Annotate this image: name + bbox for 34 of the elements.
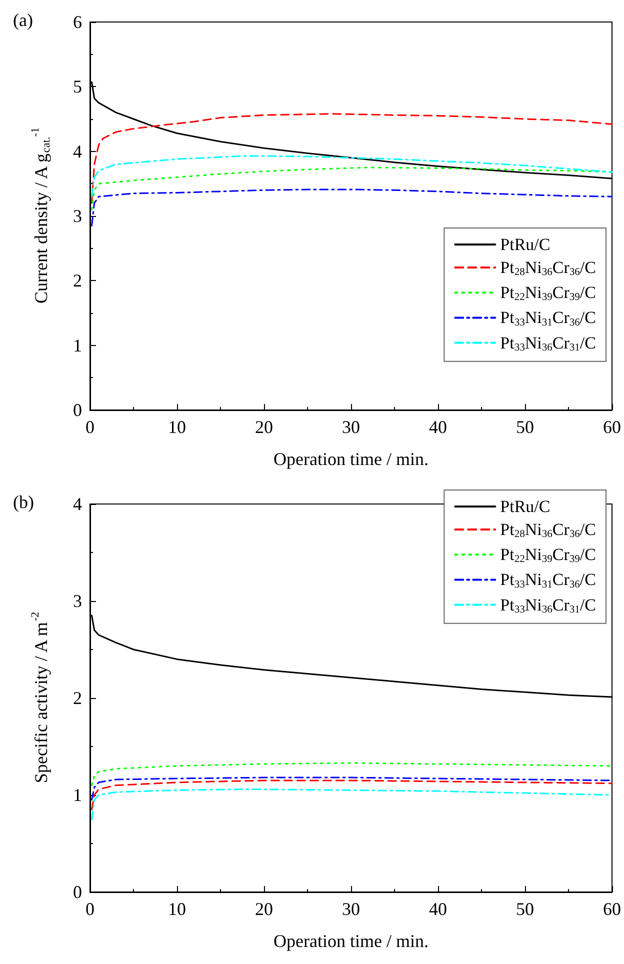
- x-tick-label: 60: [603, 899, 621, 919]
- y-tick-label: 1: [73, 335, 82, 356]
- chart-title: (b): [13, 492, 34, 512]
- x-axis-title: Operation time / min.: [274, 449, 428, 469]
- x-tick-label: 30: [342, 417, 360, 437]
- x-axis-title: Operation time / min.: [274, 931, 428, 951]
- x-tick-label: 50: [516, 417, 534, 437]
- y-tick-label: 6: [73, 12, 82, 32]
- y-tick-label: 4: [73, 494, 82, 514]
- y-axis-title: Specific activity / A m-2: [30, 612, 52, 784]
- y-tick-label: 3: [73, 206, 82, 226]
- x-tick-label: 0: [86, 899, 94, 919]
- x-tick-label: 40: [429, 417, 447, 437]
- y-axis-title: Current density / A gcat.-1: [30, 127, 52, 304]
- legend-label: PtRu/C: [500, 497, 550, 516]
- legend-label: PtRu/C: [500, 235, 550, 254]
- y-tick-label: 0: [73, 882, 82, 902]
- y-tick-label: 2: [73, 688, 82, 708]
- y-tick-label: 5: [73, 76, 82, 97]
- x-tick-label: 20: [255, 899, 273, 919]
- y-tick-label: 2: [73, 270, 82, 291]
- x-tick-label: 40: [429, 899, 447, 919]
- x-tick-label: 30: [342, 899, 360, 919]
- chart-title: (a): [13, 10, 33, 30]
- x-tick-label: 10: [168, 417, 186, 437]
- x-tick-label: 20: [255, 417, 273, 437]
- x-tick-label: 0: [86, 417, 94, 437]
- y-tick-label: 3: [73, 591, 82, 611]
- y-tick-label: 0: [73, 400, 82, 420]
- y-tick-label: 1: [73, 785, 82, 805]
- y-tick-label: 4: [73, 141, 82, 162]
- x-tick-label: 50: [516, 899, 534, 919]
- x-tick-label: 60: [603, 417, 621, 437]
- x-tick-label: 10: [168, 899, 186, 919]
